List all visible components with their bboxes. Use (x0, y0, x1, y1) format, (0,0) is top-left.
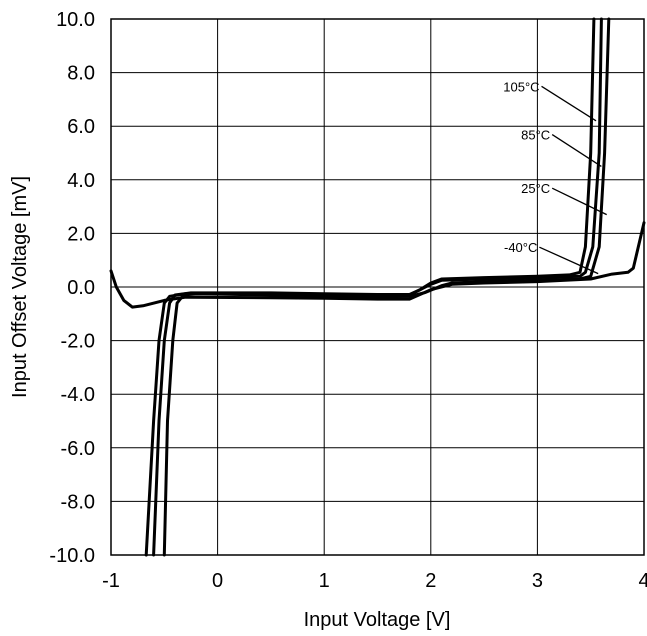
plot-frame (110, 18, 645, 556)
grid (110, 18, 645, 556)
y-tick-label: -10.0 (49, 545, 95, 567)
x-tick-labels: -1 0 1 2 3 4 (102, 570, 647, 592)
series-labels: 105°C 85°C 25°C -40°C (503, 79, 607, 275)
y-axis-title: Input Offset Voltage [mV] (9, 176, 31, 398)
y-tick-label: 4.0 (67, 170, 95, 192)
series-line (152, 17, 603, 557)
series-line (109, 221, 646, 309)
y-tick-label: 2.0 (67, 223, 95, 245)
y-tick-label: 8.0 (67, 63, 95, 85)
x-tick-label: 2 (425, 570, 436, 592)
y-tick-label: 6.0 (67, 116, 95, 138)
y-tick-label: 0.0 (67, 277, 95, 299)
series-label: 85°C (521, 128, 550, 143)
series-label: 25°C (521, 181, 550, 196)
y-tick-label: 10.0 (56, 9, 95, 31)
x-tick-label: -1 (102, 570, 120, 592)
x-tick-label: 0 (212, 570, 223, 592)
x-tick-label: 4 (638, 570, 647, 592)
series-leader-line (539, 246, 599, 275)
series-leader-line (551, 134, 602, 167)
x-tick-label: 3 (532, 570, 543, 592)
y-tick-label: -2.0 (61, 331, 95, 353)
series-leader-line (551, 187, 607, 216)
series-label: 105°C (503, 79, 539, 94)
x-tick-label: 1 (319, 570, 330, 592)
y-tick-label: -4.0 (61, 384, 95, 406)
series-label: -40°C (504, 240, 537, 255)
y-tick-label: -8.0 (61, 491, 95, 513)
series-leader-line (541, 85, 597, 122)
y-tick-label: -6.0 (61, 438, 95, 460)
x-axis-title: Input Voltage [V] (304, 609, 451, 631)
y-tick-labels: -10.0 -8.0 -6.0 -4.0 -2.0 0.0 2.0 4.0 6.0 8.0 10.0 (49, 9, 95, 567)
curves (109, 17, 646, 557)
